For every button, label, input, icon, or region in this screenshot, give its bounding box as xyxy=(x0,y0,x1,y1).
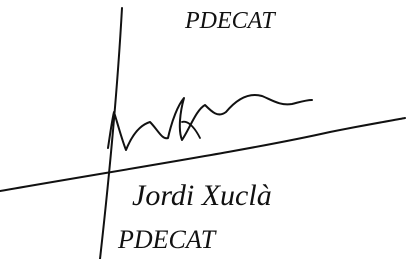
bottom-text: PDECAT xyxy=(117,225,217,254)
signer-name: Jordi Xuclà xyxy=(132,179,272,212)
signature-image: PDECAT Jordi Xuclà PDECAT xyxy=(0,0,408,259)
top-text: PDECAT xyxy=(184,8,276,34)
